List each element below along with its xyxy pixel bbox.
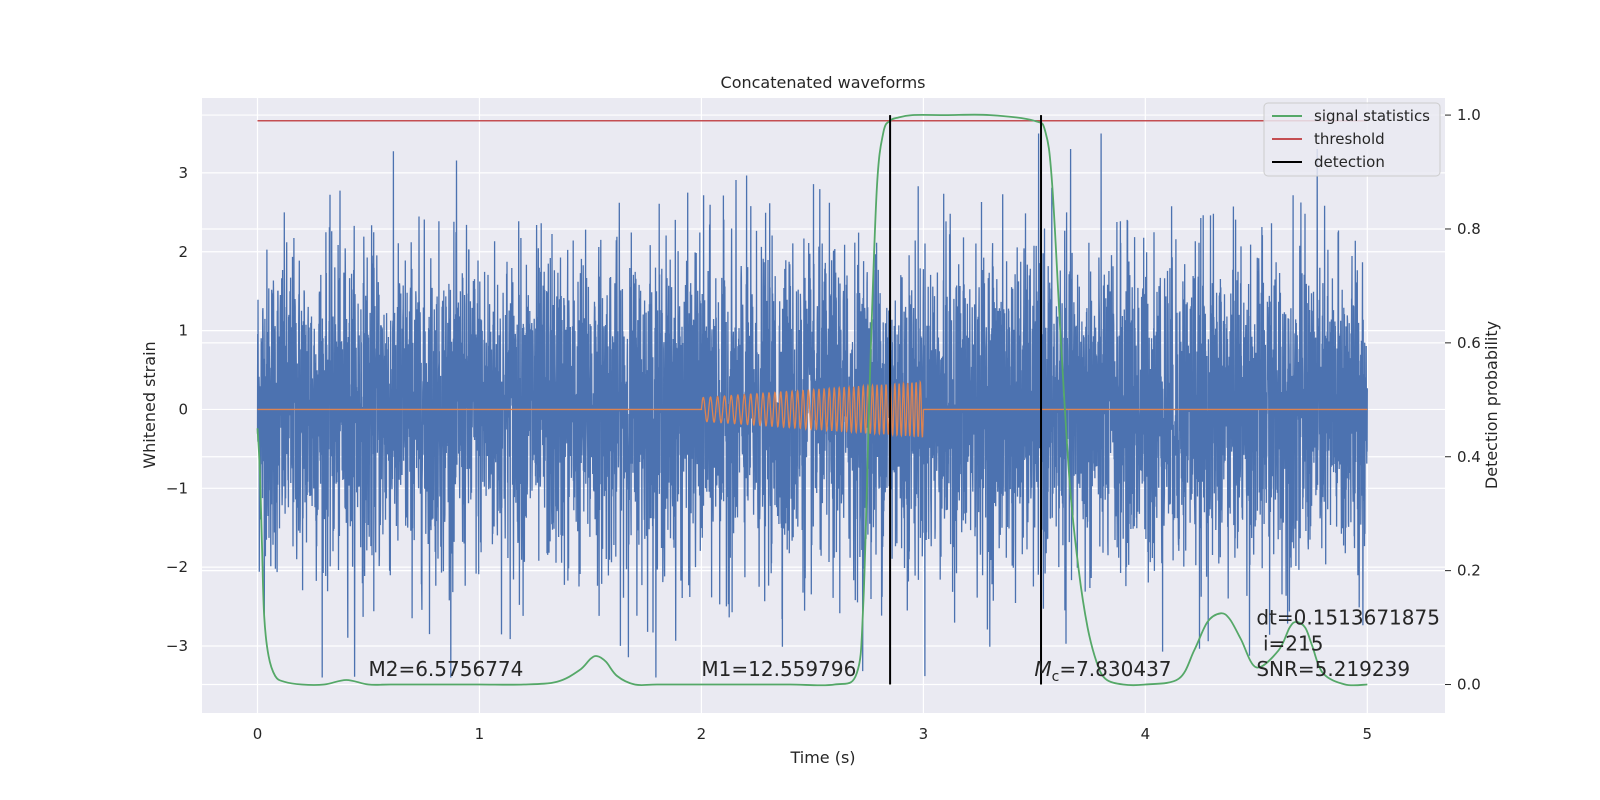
x-axis-label: Time (s) [789,748,855,767]
y-left-tick-label: 0 [178,400,188,418]
x-tick-label: 5 [1363,725,1373,743]
legend-label-signal-statistics: signal statistics [1314,107,1430,125]
y-left-tick-label: −1 [166,479,188,497]
y-right-tick-label: 0.8 [1457,220,1481,238]
x-tick-label: 1 [475,725,485,743]
y-left-tick-label: 1 [178,322,188,340]
legend: signal statistics threshold detection [1263,102,1441,177]
annotation-5: SNR=5.219239 [1256,657,1410,681]
y-axis-right-ticks: 0.0 0.2 0.4 0.6 0.8 1.0 [1445,106,1481,694]
y-axis-left-ticks: −3 −2 −1 0 1 2 3 [166,164,188,655]
legend-label-threshold: threshold [1314,130,1385,148]
annotations: M2=6.5756774 M1=12.559796 Mc=7.830437 dt=0.… [368,606,1439,685]
series-signal-statistics-line [256,113,1368,687]
annotation-2: Mc=7.830437 [1034,657,1171,685]
y-right-tick-label: 0.2 [1457,562,1481,580]
x-tick-label: 4 [1141,725,1151,743]
legend-box [1263,102,1441,177]
x-tick-label: 3 [919,725,929,743]
series-noise-line [256,133,1368,678]
annotation-4: i=215 [1263,631,1324,655]
annotation-1: M1=12.559796 [701,657,856,681]
x-tick-label: 2 [697,725,707,743]
x-axis-ticks: 0 1 2 3 4 5 [253,725,1372,743]
y-left-tick-label: −3 [166,637,188,655]
annotation-0: M2=6.5756774 [368,657,523,681]
y-right-tick-label: 0.4 [1457,448,1481,466]
legend-label-detection: detection [1314,153,1385,171]
y-left-tick-label: −2 [166,558,188,576]
series-chirp-line [257,379,1368,438]
y-right-tick-label: 0.6 [1457,334,1481,352]
y-axis-right-label: Detection probability [1482,321,1501,489]
annotation-3: dt=0.1513671875 [1256,606,1440,630]
detection-lines [889,115,1043,685]
y-right-tick-label: 0.0 [1457,676,1481,694]
y-axis-left-label: Whitened strain [140,341,159,468]
y-right-tick-label: 1.0 [1457,106,1481,124]
y-left-tick-label: 2 [178,243,188,261]
chart-title: Concatenated waveforms [721,73,926,92]
y-left-tick-label: 3 [178,164,188,182]
x-tick-label: 0 [253,725,263,743]
